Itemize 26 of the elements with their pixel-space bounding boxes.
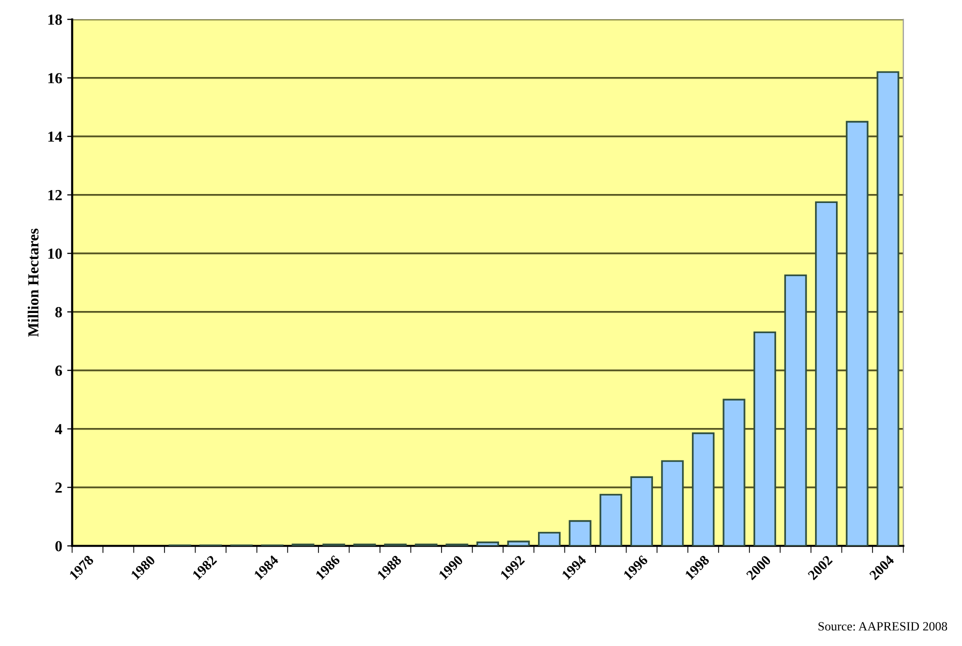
bar bbox=[846, 120, 868, 546]
bar bbox=[784, 274, 807, 546]
bar bbox=[538, 532, 561, 546]
y-tick-label: 6 bbox=[55, 366, 62, 376]
y-tick-label: 16 bbox=[48, 73, 62, 84]
bar bbox=[661, 460, 684, 546]
bar bbox=[876, 71, 900, 546]
bar bbox=[476, 542, 500, 546]
y-tick-label: 4 bbox=[55, 424, 62, 434]
y-tick-label: 8 bbox=[55, 307, 62, 318]
y-tick-label: 12 bbox=[48, 190, 62, 200]
bar bbox=[507, 540, 530, 546]
source-note: Source: AAPRESID 2008 bbox=[818, 622, 948, 631]
y-tick-label: 0 bbox=[55, 541, 62, 552]
y-axis-title: Million Hectares bbox=[28, 228, 38, 337]
bar bbox=[815, 201, 838, 546]
y-tick-label: 10 bbox=[48, 248, 62, 259]
bar bbox=[568, 520, 592, 546]
bar bbox=[722, 398, 746, 546]
y-tick-label: 14 bbox=[48, 132, 62, 142]
bar bbox=[753, 332, 776, 546]
bar bbox=[600, 494, 622, 546]
bar bbox=[692, 432, 715, 546]
y-tick-label: 2 bbox=[55, 482, 62, 493]
bar bbox=[630, 476, 653, 546]
y-tick-label: 18 bbox=[48, 14, 62, 25]
